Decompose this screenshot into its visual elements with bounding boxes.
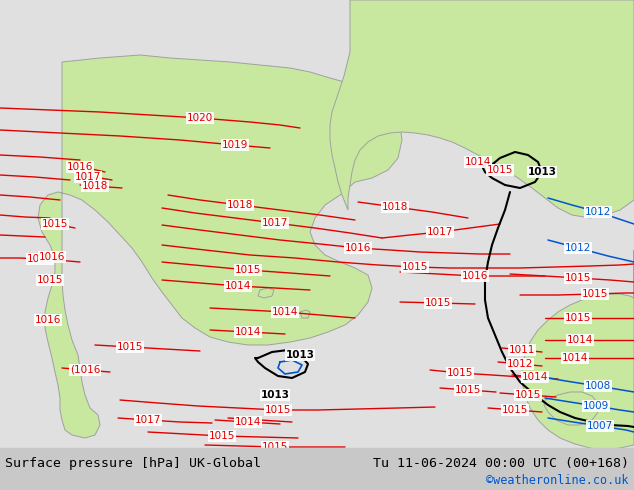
Text: 1018: 1018 — [82, 181, 108, 191]
Polygon shape — [38, 55, 402, 438]
Text: Tu 11-06-2024 00:00 UTC (00+168): Tu 11-06-2024 00:00 UTC (00+168) — [373, 458, 629, 470]
Text: 1011: 1011 — [509, 345, 535, 355]
Text: 1014: 1014 — [272, 307, 298, 317]
Text: 1015: 1015 — [455, 385, 481, 395]
Text: 1015: 1015 — [447, 368, 473, 378]
Text: 1014: 1014 — [567, 335, 593, 345]
Text: 1015: 1015 — [502, 405, 528, 415]
Polygon shape — [300, 310, 310, 318]
Text: 1014: 1014 — [562, 353, 588, 363]
Text: 1017: 1017 — [75, 172, 101, 182]
Text: 1015: 1015 — [582, 289, 608, 299]
Text: 1017: 1017 — [427, 227, 453, 237]
Text: 1015: 1015 — [265, 405, 291, 415]
Text: 1012: 1012 — [507, 359, 533, 369]
Text: 1014: 1014 — [235, 417, 261, 427]
Text: (1016: (1016 — [70, 365, 100, 375]
Text: 1015: 1015 — [209, 431, 235, 441]
Text: 1015: 1015 — [262, 442, 288, 452]
Text: 1015: 1015 — [42, 219, 68, 229]
Polygon shape — [258, 288, 274, 298]
Text: 1014: 1014 — [465, 157, 491, 167]
Text: 1015: 1015 — [235, 265, 261, 275]
Text: 1016: 1016 — [35, 315, 61, 325]
Text: 1015: 1015 — [565, 273, 591, 283]
Text: 1015: 1015 — [37, 275, 63, 285]
Text: 1015: 1015 — [402, 262, 428, 272]
Text: 1014: 1014 — [225, 281, 251, 291]
Text: 1013: 1013 — [261, 390, 290, 400]
Text: Surface pressure [hPa] UK-Global: Surface pressure [hPa] UK-Global — [5, 458, 261, 470]
Text: 1015: 1015 — [565, 313, 591, 323]
Text: ©weatheronline.co.uk: ©weatheronline.co.uk — [486, 474, 629, 487]
Polygon shape — [330, 0, 634, 218]
Text: 1012: 1012 — [565, 243, 591, 253]
Text: 1015: 1015 — [117, 342, 143, 352]
Text: 1017: 1017 — [135, 415, 161, 425]
Polygon shape — [522, 250, 634, 450]
Text: 1019: 1019 — [222, 140, 248, 150]
Text: 1016: 1016 — [462, 271, 488, 281]
Polygon shape — [544, 392, 598, 425]
Text: 1018: 1018 — [227, 200, 253, 210]
Text: 1018: 1018 — [27, 254, 53, 264]
Text: 1009: 1009 — [583, 401, 609, 411]
Text: 1015: 1015 — [515, 390, 541, 400]
Text: 1015: 1015 — [487, 165, 513, 175]
Bar — [0, 448, 634, 490]
Text: 1012: 1012 — [585, 207, 611, 217]
Text: 1013: 1013 — [527, 167, 557, 177]
Text: 1016: 1016 — [345, 243, 371, 253]
Text: 1013: 1013 — [285, 350, 314, 360]
Text: 1017: 1017 — [262, 218, 288, 228]
Text: 1014: 1014 — [235, 327, 261, 337]
Text: 1007: 1007 — [587, 421, 613, 431]
Text: 1008: 1008 — [585, 381, 611, 391]
Text: 1014: 1014 — [522, 372, 548, 382]
Text: 1020: 1020 — [187, 113, 213, 123]
Text: 1016: 1016 — [39, 252, 65, 262]
Text: 1015: 1015 — [425, 298, 451, 308]
Text: 1016: 1016 — [67, 162, 93, 172]
Text: 1018: 1018 — [382, 202, 408, 212]
